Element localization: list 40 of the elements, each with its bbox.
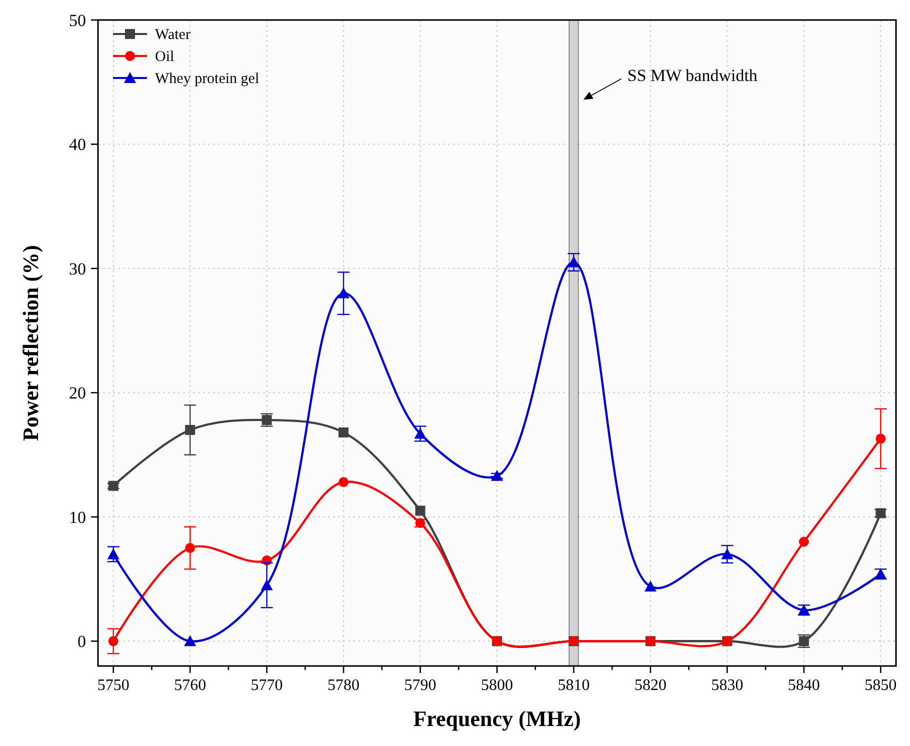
legend-label: Whey protein gel bbox=[155, 71, 260, 87]
legend-label: Water bbox=[155, 27, 190, 43]
x-axis-title: Frequency (MHz) bbox=[413, 706, 581, 731]
x-tick-label: 5850 bbox=[864, 677, 897, 694]
y-tick-label: 0 bbox=[78, 632, 86, 652]
point bbox=[185, 424, 196, 435]
y-tick-label: 40 bbox=[69, 135, 86, 154]
x-tick-label: 5790 bbox=[404, 677, 436, 694]
x-tick-label: 5810 bbox=[558, 677, 590, 694]
y-tick-label: 20 bbox=[69, 384, 86, 403]
y-axis-title: Power reflection (%) bbox=[18, 245, 43, 441]
x-tick-label: 5840 bbox=[788, 677, 820, 694]
x-tick-label: 5820 bbox=[634, 677, 666, 694]
point bbox=[184, 635, 196, 646]
x-tick-label: 5830 bbox=[711, 677, 744, 694]
x-tick-label: 5780 bbox=[328, 677, 360, 694]
y-tick-label: 10 bbox=[69, 508, 86, 527]
annotation: SS MW bandwidth bbox=[627, 66, 758, 85]
point bbox=[644, 580, 656, 592]
point bbox=[338, 477, 349, 488]
point bbox=[108, 636, 118, 646]
point bbox=[107, 548, 120, 560]
point bbox=[568, 256, 580, 268]
x-tick-label: 5800 bbox=[481, 677, 513, 694]
legend-label: Oil bbox=[155, 49, 174, 65]
point bbox=[414, 428, 426, 439]
x-tick-label: 5760 bbox=[174, 677, 206, 694]
point bbox=[798, 536, 809, 547]
x-tick-label: 5770 bbox=[250, 677, 283, 694]
point bbox=[415, 506, 426, 516]
point bbox=[338, 427, 349, 438]
point bbox=[338, 287, 350, 298]
point bbox=[185, 542, 196, 553]
y-tick-label: 50 bbox=[69, 11, 86, 30]
point bbox=[491, 470, 503, 481]
x-tick-label: 5750 bbox=[97, 677, 130, 694]
y-tick-label: 30 bbox=[69, 259, 86, 278]
point bbox=[260, 579, 273, 590]
point bbox=[721, 548, 734, 560]
point bbox=[876, 434, 886, 444]
